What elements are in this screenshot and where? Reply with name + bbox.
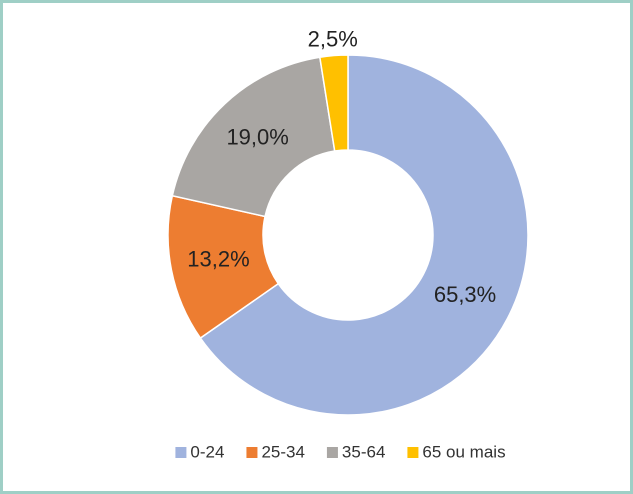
legend-label: 0-24 [190,442,224,461]
legend-swatch [175,447,187,458]
data-label: 65,3% [434,282,496,307]
donut-slice [171,56,336,218]
legend-swatch [407,447,419,458]
donut-slice [199,54,529,416]
data-label: 2,5% [308,26,358,51]
legend-label: 65 ou mais [422,442,505,461]
legend-swatch [326,447,338,458]
data-label: 13,2% [187,246,249,271]
donut-slice [318,54,349,152]
legend-swatch [246,447,258,458]
legend-label: 25-34 [261,442,304,461]
legend-label: 35-64 [342,442,385,461]
data-label: 19,0% [226,125,288,150]
